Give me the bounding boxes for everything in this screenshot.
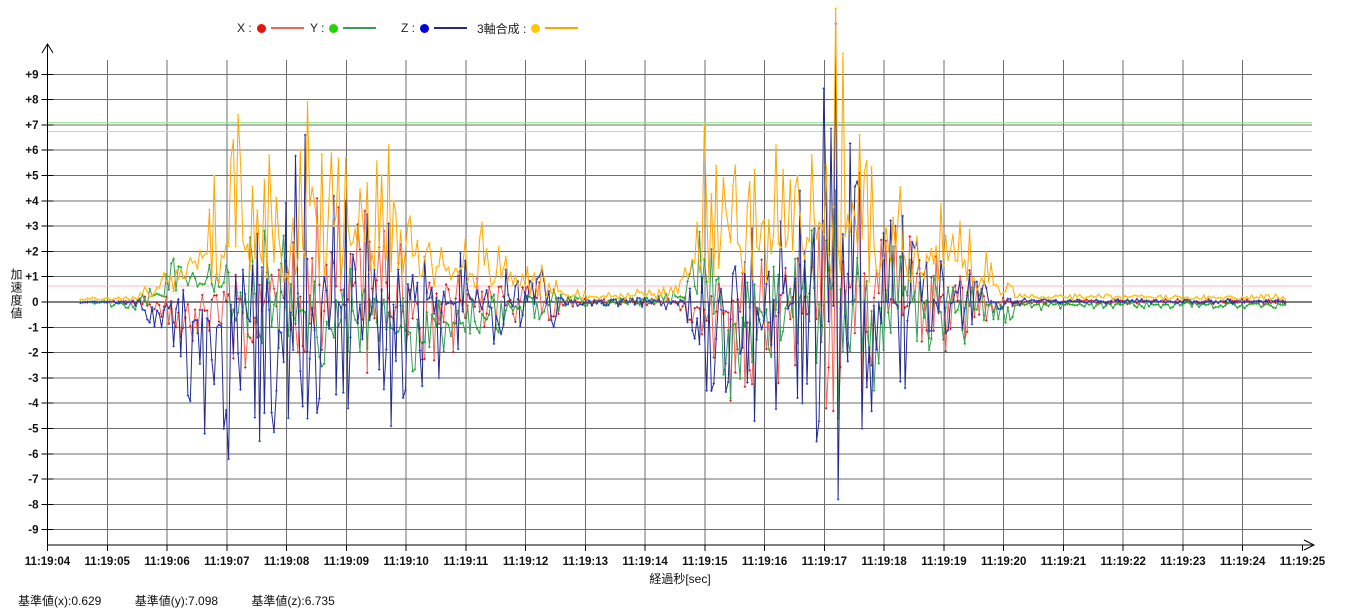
- y-tick-label: +3: [25, 221, 38, 233]
- y-tick-label: +8: [25, 95, 39, 107]
- legend: X : Y : Z : 3軸合成 :: [0, 20, 1350, 36]
- x-tick-label: 11:19:08: [264, 556, 310, 568]
- legend-item-x: X :: [237, 20, 304, 36]
- y-tick-label: -4: [28, 398, 39, 410]
- x-tick-label: 11:19:25: [1280, 556, 1326, 568]
- x-tick-label: 11:19:12: [503, 556, 548, 568]
- y-tick-label: -5: [28, 424, 39, 436]
- y-tick-label: +1: [25, 272, 39, 284]
- y-tick-label: +5: [25, 171, 39, 183]
- x-tick-label: 11:19:21: [1041, 556, 1087, 568]
- legend-label-x: X :: [237, 21, 252, 35]
- x-tick-label: 11:19:17: [802, 556, 847, 568]
- legend-line-z: [434, 27, 467, 29]
- y-tick-label: -9: [28, 525, 38, 537]
- legend-dot-y: [329, 23, 339, 33]
- x-tick-label: 11:19:06: [144, 556, 189, 568]
- series-markers-composite: [79, 7, 1287, 302]
- legend-label-composite: 3軸合成 :: [477, 21, 527, 36]
- y-tick-label: -7: [28, 474, 38, 486]
- legend-label-y: Y :: [310, 21, 325, 35]
- x-tick-label: 11:19:11: [443, 556, 488, 568]
- legend-line-x: [270, 27, 304, 29]
- x-tick-label: 11:19:15: [682, 556, 728, 568]
- x-tick-label: 11:19:20: [981, 556, 1026, 568]
- legend-item-y: Y :: [310, 20, 377, 36]
- y-tick-label: +4: [25, 196, 39, 208]
- baseline-y-value: 基準値(y):7.098: [134, 594, 219, 608]
- y-tick-label: +9: [25, 69, 38, 81]
- legend-dot-z: [420, 23, 429, 33]
- x-tick-label: 11:19:04: [25, 556, 71, 568]
- y-tick-label: 0: [32, 297, 38, 309]
- legend-line-composite: [545, 27, 579, 29]
- x-axis-arrow-icon: [1303, 539, 1316, 551]
- y-tick-label: -3: [28, 373, 38, 385]
- y-tick-label: -8: [28, 499, 39, 511]
- y-tick-label: -6: [28, 449, 38, 461]
- x-tick-label: 11:19:22: [1100, 556, 1145, 568]
- series-line-z: [80, 23, 1286, 500]
- y-tick-label: -1: [28, 322, 39, 334]
- x-tick-label: 11:19:19: [921, 556, 966, 568]
- y-axis-title: 加速度値: [9, 268, 23, 320]
- x-tick-label: 11:19:10: [383, 556, 428, 568]
- x-tick-label: 11:19:18: [861, 556, 907, 568]
- series-line-composite: [80, 8, 1286, 301]
- x-tick-label: 11:19:05: [85, 556, 131, 568]
- y-tick-label: +6: [25, 145, 38, 157]
- legend-dot-composite: [531, 23, 541, 33]
- legend-dot-x: [256, 23, 266, 33]
- y-tick-label: +2: [25, 246, 38, 258]
- x-tick-label: 11:19:16: [742, 556, 787, 568]
- legend-item-composite: 3軸合成 :: [477, 20, 579, 36]
- legend-item-z: Z :: [401, 20, 467, 36]
- baseline-z-value: 基準値(z):6.735: [251, 594, 335, 608]
- legend-line-y: [343, 27, 377, 29]
- x-tick-label: 11:19:07: [204, 556, 249, 568]
- x-tick-label: 11:19:24: [1220, 556, 1266, 568]
- y-tick-label: +7: [25, 120, 38, 132]
- x-tick-label: 11:19:09: [324, 556, 369, 568]
- x-tick-label: 11:19:13: [563, 556, 608, 568]
- legend-label-z: Z :: [401, 21, 415, 35]
- x-axis-title: 経過秒[sec]: [649, 572, 711, 586]
- x-tick-label: 11:19:14: [622, 556, 668, 568]
- series-markers-z: [79, 22, 1287, 501]
- y-tick-label: -2: [28, 348, 38, 360]
- x-tick-label: 11:19:23: [1160, 556, 1205, 568]
- baseline-x-value: 基準値(x):0.629: [18, 594, 102, 608]
- baseline-values: 基準値(x):0.629 基準値(y):7.098 基準値(z):6.735: [18, 592, 365, 609]
- y-axis-arrow-icon: [41, 43, 54, 54]
